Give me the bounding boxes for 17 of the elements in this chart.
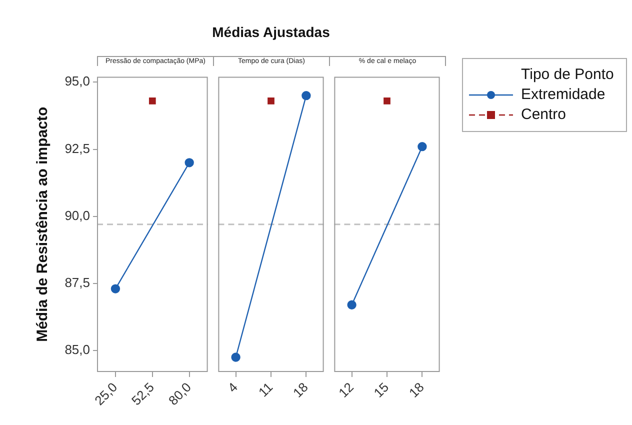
x-tick-label: 18 <box>290 380 311 400</box>
legend-label: Extremidade <box>521 85 606 105</box>
y-tick-label: 90,0 <box>64 208 90 223</box>
x-tick-label: 80,0 <box>165 380 194 408</box>
y-axis-title: Média de Resistência ao impacto <box>34 106 52 342</box>
legend-label: Centro <box>521 105 566 125</box>
y-tick-label: 85,0 <box>64 342 90 358</box>
x-tick-label: 15 <box>370 380 392 400</box>
chart-title: Médias Ajustadas <box>211 24 331 40</box>
y-tick-label: 92,5 <box>64 140 90 156</box>
x-tick-label: 18 <box>406 380 427 400</box>
y-tick-label: 95,0 <box>64 74 90 89</box>
x-tick-label: 12 <box>336 380 356 400</box>
legend-title: Tipo de Ponto <box>520 65 615 85</box>
x-tick-label: 11 <box>256 380 276 400</box>
x-tick-label: 4 <box>224 380 240 396</box>
y-tick-label: 87,5 <box>64 275 90 290</box>
